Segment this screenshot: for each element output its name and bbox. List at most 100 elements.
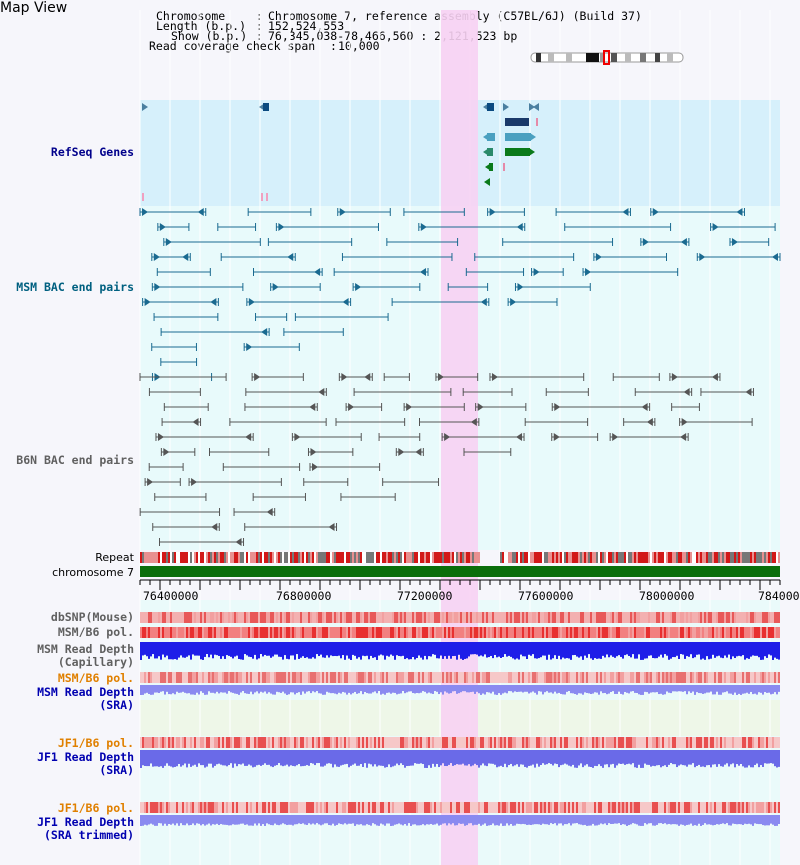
depth-bar bbox=[508, 750, 510, 766]
heat-cell bbox=[252, 802, 254, 813]
depth-bar bbox=[340, 642, 342, 659]
heat-cell bbox=[708, 627, 710, 638]
depth-bar bbox=[280, 685, 282, 693]
heat-cell bbox=[620, 612, 622, 623]
heat-cell bbox=[604, 612, 606, 623]
depth-bar bbox=[456, 642, 458, 660]
heat-cell bbox=[464, 612, 466, 623]
heat-cell bbox=[772, 627, 774, 638]
heat-cell bbox=[308, 627, 310, 638]
heat-cell bbox=[712, 737, 714, 748]
heat-cell bbox=[700, 802, 702, 813]
depth-bar bbox=[312, 685, 314, 692]
repeat-bar bbox=[690, 552, 692, 563]
depth-bar bbox=[472, 685, 474, 692]
heat-cell bbox=[388, 627, 390, 638]
depth-bar bbox=[342, 642, 344, 656]
depth-bar bbox=[446, 815, 448, 826]
depth-bar bbox=[440, 815, 442, 825]
depth-bar bbox=[770, 642, 772, 656]
depth-bar bbox=[148, 750, 150, 767]
depth-bar bbox=[304, 685, 306, 694]
depth-bar bbox=[218, 642, 220, 656]
depth-bar bbox=[476, 750, 478, 766]
heat-cell bbox=[362, 627, 364, 638]
heat-cell bbox=[572, 802, 574, 813]
depth-bar bbox=[560, 750, 562, 766]
heat-cell bbox=[360, 672, 362, 683]
depth-bar bbox=[624, 815, 626, 825]
heat-cell bbox=[600, 627, 602, 638]
heat-cell bbox=[156, 612, 158, 623]
heat-cell bbox=[486, 672, 488, 683]
heat-cell bbox=[614, 802, 616, 813]
depth-bar bbox=[410, 750, 412, 766]
heat-cell bbox=[400, 627, 402, 638]
heat-cell bbox=[280, 737, 282, 748]
heat-cell bbox=[318, 672, 320, 683]
depth-bar bbox=[496, 685, 498, 695]
heat-cell bbox=[712, 802, 714, 813]
heat-cell bbox=[766, 802, 768, 813]
heat-cell bbox=[604, 802, 606, 813]
heat-cell bbox=[700, 627, 702, 638]
depth-bar bbox=[602, 642, 604, 656]
depth-bar bbox=[760, 685, 762, 693]
depth-bar bbox=[178, 750, 180, 764]
heat-cell bbox=[528, 672, 530, 683]
chromosome-ideogram[interactable] bbox=[530, 50, 684, 65]
depth-bar bbox=[434, 815, 436, 825]
track-label-b6n-bac[interactable]: B6N BAC end pairs bbox=[16, 453, 134, 467]
heat-cell bbox=[622, 612, 624, 623]
heat-cell bbox=[748, 612, 750, 623]
depth-bar bbox=[354, 685, 356, 692]
depth-bar bbox=[190, 815, 192, 825]
heat-cell bbox=[770, 802, 772, 813]
depth-bar bbox=[346, 685, 348, 695]
repeat-bar bbox=[398, 552, 400, 563]
depth-bar bbox=[404, 750, 406, 768]
depth-bar bbox=[552, 815, 554, 825]
heat-cell bbox=[620, 737, 622, 748]
depth-bar bbox=[264, 685, 266, 692]
depth-bar bbox=[314, 642, 316, 659]
track-label-refseq[interactable]: RefSeq Genes bbox=[50, 145, 134, 159]
heat-cell bbox=[568, 802, 570, 813]
depth-bar bbox=[180, 815, 182, 824]
heat-cell bbox=[656, 612, 658, 623]
depth-bar bbox=[682, 685, 684, 692]
depth-bar bbox=[676, 750, 678, 768]
heat-cell bbox=[728, 672, 730, 683]
repeat-bar bbox=[632, 552, 634, 563]
depth-bar bbox=[462, 750, 464, 764]
depth-bar bbox=[562, 685, 564, 695]
heat-cell bbox=[548, 802, 550, 813]
track-label-msm-bac[interactable]: MSM BAC end pairs bbox=[16, 280, 134, 294]
heat-cell bbox=[244, 672, 246, 683]
heat-cell bbox=[696, 672, 698, 683]
depth-bar bbox=[714, 750, 716, 765]
repeat-bar bbox=[278, 552, 280, 563]
heat-cell bbox=[254, 627, 256, 638]
heat-cell bbox=[308, 612, 310, 623]
heat-cell bbox=[480, 627, 482, 638]
depth-bar bbox=[630, 685, 632, 692]
depth-bar bbox=[402, 750, 404, 765]
depth-bar bbox=[638, 685, 640, 695]
heat-cell bbox=[622, 672, 624, 683]
heat-cell bbox=[678, 737, 680, 748]
depth-bar bbox=[530, 815, 532, 826]
gene-block bbox=[487, 133, 495, 141]
heat-cell bbox=[172, 612, 174, 623]
depth-bar bbox=[618, 750, 620, 764]
heat-cell bbox=[578, 802, 580, 813]
heat-cell bbox=[512, 672, 514, 683]
repeat-bar bbox=[622, 552, 624, 563]
depth-bar bbox=[394, 815, 396, 825]
repeat-bar bbox=[356, 552, 358, 563]
heat-cell bbox=[382, 672, 384, 683]
depth-bar bbox=[236, 685, 238, 694]
arrow-right-icon bbox=[517, 283, 524, 291]
ideogram-band bbox=[655, 53, 660, 62]
depth-bar bbox=[456, 815, 458, 826]
